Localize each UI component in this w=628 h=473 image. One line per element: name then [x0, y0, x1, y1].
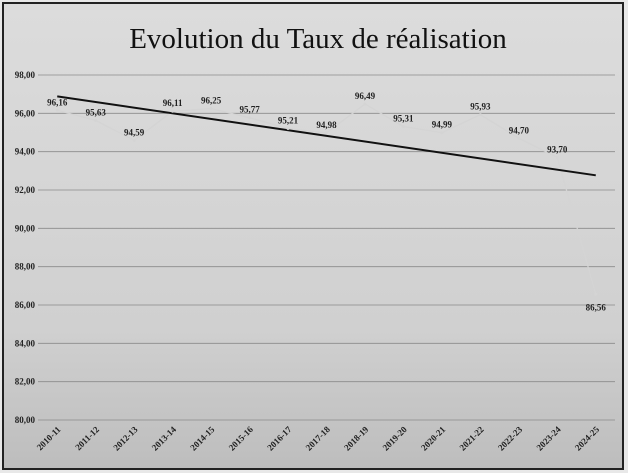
y-tick-label: 96,00	[15, 108, 36, 118]
data-label: 94,98	[316, 120, 337, 130]
data-label: 95,77	[239, 105, 260, 115]
data-point	[286, 126, 290, 130]
y-tick-label: 90,00	[15, 223, 36, 233]
data-point	[94, 118, 98, 122]
data-point	[594, 292, 598, 296]
data-label: 95,21	[278, 115, 299, 125]
y-tick-label: 84,00	[15, 338, 36, 348]
data-point	[248, 116, 252, 120]
y-tick-label: 94,00	[15, 147, 36, 157]
data-point	[401, 125, 405, 129]
data-label: 95,63	[86, 107, 107, 117]
trend-line	[57, 95, 596, 177]
data-label: 86,56	[586, 302, 607, 312]
data-label: 96,49	[355, 91, 376, 101]
data-label: 96,25	[201, 96, 222, 106]
data-point	[478, 113, 482, 117]
data-point	[132, 138, 136, 142]
data-point	[440, 131, 444, 135]
data-label: 96,11	[163, 98, 183, 108]
y-tick-label: 82,00	[15, 377, 36, 387]
data-label: 96,16	[47, 97, 68, 107]
data-point	[363, 102, 367, 106]
data-label: 94,59	[124, 127, 145, 137]
y-tick-label: 98,00	[15, 70, 36, 80]
y-tick-label: 92,00	[15, 185, 36, 195]
chart-title: Evolution du Taux de réalisation	[129, 23, 507, 55]
data-point	[55, 108, 59, 112]
chart-background	[2, 2, 624, 470]
data-point	[209, 107, 213, 111]
data-point	[325, 131, 328, 135]
y-tick-label: 86,00	[15, 300, 36, 310]
data-label: 93,70	[547, 144, 568, 154]
data-label: 94,99	[432, 120, 453, 130]
data-point	[171, 109, 175, 113]
data-label: 94,70	[509, 125, 530, 135]
y-tick-label: 80,00	[15, 415, 36, 425]
data-point	[517, 136, 521, 140]
data-point	[555, 155, 559, 159]
y-tick-label: 88,00	[15, 262, 36, 272]
data-label: 95,93	[470, 102, 491, 112]
data-label: 95,31	[393, 114, 414, 124]
